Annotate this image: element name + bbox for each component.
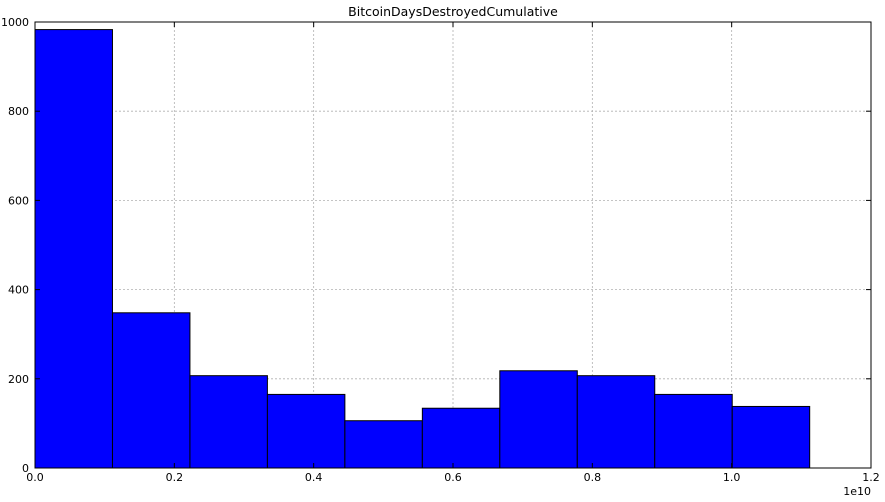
x-tick-label-5: 1.0 [723, 471, 741, 484]
bar-6 [499, 370, 578, 469]
x-tick-label-0: 0.0 [26, 471, 44, 484]
bar-4 [344, 420, 423, 469]
bar-2 [189, 375, 268, 469]
y-tick-label-0: 0 [22, 462, 29, 475]
y-tick-label-4: 800 [8, 105, 29, 118]
x-offset-label: 1e10 [843, 485, 871, 498]
y-tick-label-2: 400 [8, 284, 29, 297]
y-tick-label-1: 200 [8, 373, 29, 386]
bar-1 [111, 312, 191, 469]
x-tick-label-1: 0.2 [166, 471, 184, 484]
x-tick-label-3: 0.6 [444, 471, 462, 484]
bar-5 [421, 407, 501, 469]
bar-0 [34, 29, 113, 469]
y-tick-label-3: 600 [8, 194, 29, 207]
histogram-bars [34, 29, 811, 469]
x-tick-label-2: 0.4 [305, 471, 323, 484]
bar-3 [266, 393, 346, 469]
x-tick-label-6: 1.2 [862, 471, 880, 484]
x-tick-labels: 0.0 0.2 0.4 0.6 0.8 1.0 1.2 [26, 471, 880, 484]
y-tick-labels: 0 200 400 600 800 1000 [1, 16, 29, 475]
bar-8 [654, 393, 733, 469]
x-tick-label-4: 0.8 [584, 471, 602, 484]
bar-7 [576, 375, 656, 469]
y-tick-label-5: 1000 [1, 16, 29, 29]
chart-title: BitcoinDaysDestroyedCumulative [348, 4, 558, 19]
bar-9 [731, 405, 811, 469]
tick-marks [34, 21, 872, 469]
